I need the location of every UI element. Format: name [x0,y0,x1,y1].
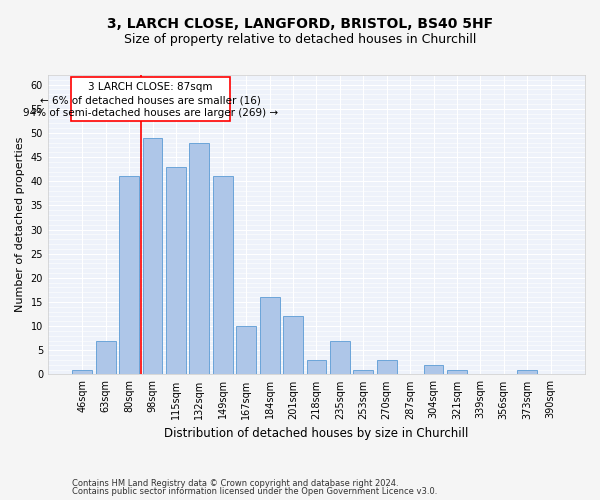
X-axis label: Distribution of detached houses by size in Churchill: Distribution of detached houses by size … [164,427,469,440]
Bar [190,142,209,374]
Text: Contains public sector information licensed under the Open Government Licence v3: Contains public sector information licen… [72,487,437,496]
Bar [143,138,163,374]
Text: 3 LARCH CLOSE: 87sqm: 3 LARCH CLOSE: 87sqm [88,82,212,92]
Bar [377,360,397,374]
Bar [73,370,92,374]
Bar [353,370,373,374]
Bar [330,340,350,374]
Text: 3, LARCH CLOSE, LANGFORD, BRISTOL, BS40 5HF: 3, LARCH CLOSE, LANGFORD, BRISTOL, BS40 … [107,18,493,32]
Text: Size of property relative to detached houses in Churchill: Size of property relative to detached ho… [124,32,476,46]
Bar [307,360,326,374]
Text: Contains HM Land Registry data © Crown copyright and database right 2024.: Contains HM Land Registry data © Crown c… [72,478,398,488]
Text: ← 6% of detached houses are smaller (16): ← 6% of detached houses are smaller (16) [40,95,260,105]
FancyBboxPatch shape [71,78,230,121]
Bar [96,340,116,374]
Text: 94% of semi-detached houses are larger (269) →: 94% of semi-detached houses are larger (… [23,108,278,118]
Bar [447,370,467,374]
Bar [517,370,537,374]
Bar [166,167,186,374]
Bar [283,316,303,374]
Bar [260,297,280,374]
Bar [424,365,443,374]
Bar [213,176,233,374]
Bar [236,326,256,374]
Y-axis label: Number of detached properties: Number of detached properties [15,137,25,312]
Bar [119,176,139,374]
